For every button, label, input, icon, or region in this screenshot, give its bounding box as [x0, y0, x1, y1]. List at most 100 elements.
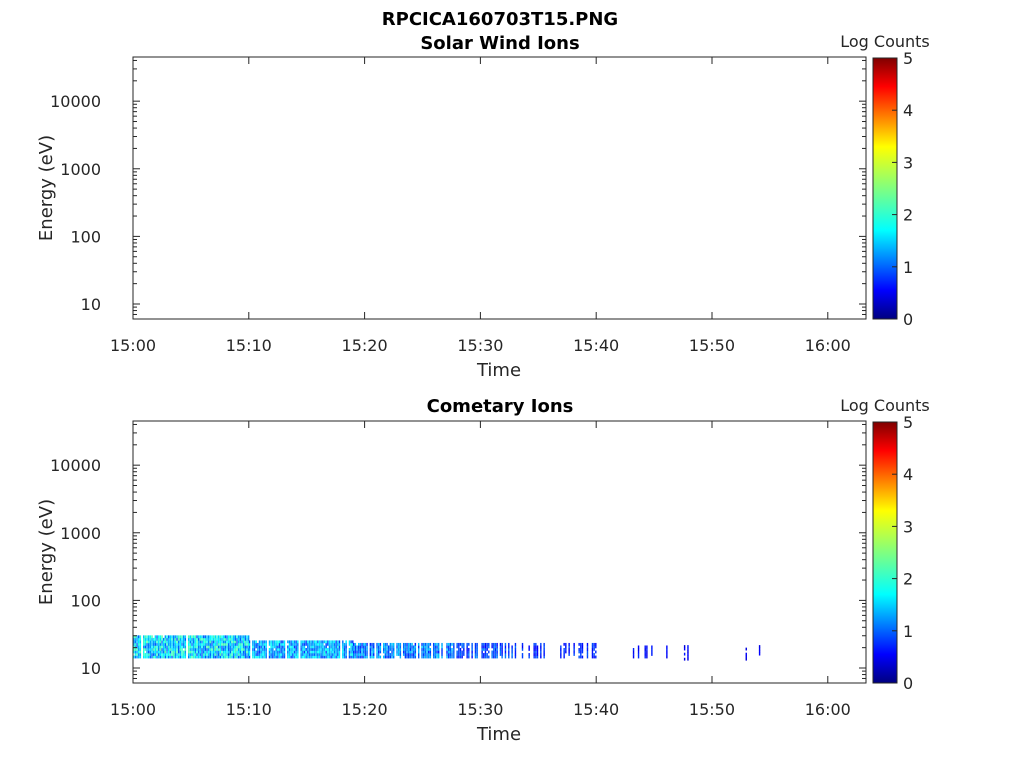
spectrogram-cell	[378, 642, 380, 646]
spectrogram-cell	[159, 648, 162, 651]
spectrogram-cell	[427, 645, 430, 649]
spectrogram-cell	[402, 648, 405, 651]
spectrogram-cell	[508, 650, 510, 654]
spectrogram-cell	[313, 645, 316, 649]
spectrogram-cell	[342, 640, 344, 644]
spectrogram-cell	[429, 653, 432, 656]
spectrogram-cell	[224, 655, 227, 659]
spectrogram-cell	[172, 642, 175, 646]
spectrogram-cell	[239, 650, 242, 654]
spectrogram-cell	[184, 648, 187, 651]
spectrogram-cell	[451, 648, 453, 651]
spectrogram-cell	[436, 645, 438, 649]
spectrogram-cell	[322, 640, 324, 644]
spectrogram-cell	[317, 655, 319, 659]
spectrogram-cell	[278, 648, 281, 651]
spectrogram-cell	[363, 648, 365, 651]
spectrogram-area	[133, 635, 761, 661]
spectrogram-cell	[136, 645, 138, 649]
spectrogram-cell	[300, 645, 302, 649]
spectrogram-cell	[159, 653, 162, 656]
spectrogram-cell	[237, 650, 240, 654]
spectrogram-cell	[369, 648, 372, 651]
spectrogram-cell	[466, 655, 468, 659]
spectrogram-cell	[283, 642, 286, 646]
spectrogram-cell	[152, 650, 155, 654]
spectrogram-cell	[187, 653, 190, 656]
spectrogram-cell	[373, 655, 375, 659]
spectrogram-cell	[303, 653, 306, 656]
spectrogram-cell	[384, 650, 387, 654]
spectrogram-cell	[303, 655, 306, 659]
spectrogram-cell	[580, 655, 582, 659]
spectrogram-cell	[273, 645, 276, 649]
x-tick-label: 16:00	[805, 700, 851, 719]
spectrogram-cell	[303, 645, 306, 649]
spectrogram-cell	[389, 642, 392, 646]
spectrogram-cell	[481, 650, 483, 654]
x-tick-label: 15:00	[110, 336, 156, 355]
spectrogram-cell	[399, 645, 402, 649]
spectrogram-cell	[265, 645, 267, 649]
spectrogram-cell	[224, 650, 227, 654]
spectrogram-cell	[166, 637, 168, 641]
spectrogram-cell	[177, 635, 180, 639]
spectrogram-cell	[287, 640, 289, 644]
spectrogram-cell	[404, 653, 407, 656]
spectrogram-cell	[241, 635, 243, 639]
spectrogram-cell	[134, 637, 137, 641]
spectrogram-cell	[202, 655, 205, 659]
spectrogram-cell	[371, 648, 373, 651]
spectrogram-cell	[581, 645, 584, 649]
spectrogram-cell	[449, 650, 452, 654]
colorbar-tick-label: 2	[903, 206, 913, 225]
spectrogram-cell	[144, 637, 147, 641]
spectrogram-cell	[437, 648, 440, 651]
spectrogram-cell	[359, 648, 362, 651]
spectrogram-cell	[327, 653, 329, 656]
spectrogram-cell	[171, 653, 173, 656]
spectrogram-cell	[383, 650, 385, 654]
spectrogram-cell	[683, 652, 686, 656]
spectrogram-cell	[207, 650, 210, 654]
spectrogram-cell	[426, 642, 428, 646]
spectrogram-cell	[568, 645, 570, 649]
spectrogram-cell	[343, 655, 346, 659]
spectrogram-cell	[407, 655, 410, 659]
spectrogram-cell	[176, 635, 178, 639]
spectrogram-cell	[227, 650, 230, 654]
spectrogram-cell	[288, 648, 291, 651]
spectrogram-cell	[536, 655, 539, 659]
spectrogram-cell	[436, 648, 438, 651]
spectrogram-cell	[313, 640, 316, 644]
colorbar-tick-label: 0	[903, 310, 913, 329]
spectrogram-cell	[494, 653, 497, 656]
spectrogram-cell	[144, 635, 147, 639]
spectrogram-cell	[182, 642, 185, 646]
spectrogram-cell	[199, 650, 202, 654]
spectrogram-cell	[219, 645, 222, 649]
spectrogram-cell	[305, 642, 307, 646]
spectrogram-cell	[646, 653, 648, 656]
spectrogram-cell	[278, 642, 281, 646]
spectrogram-cell	[322, 648, 324, 651]
spectrogram-cell	[221, 655, 223, 659]
spectrogram-cell	[417, 655, 420, 659]
spectrogram-cell	[229, 645, 232, 649]
spectrogram-cell	[481, 645, 483, 649]
spectrogram-cell	[268, 653, 271, 656]
spectrogram-cell	[436, 642, 438, 646]
spectrogram-cell	[501, 645, 503, 649]
spectrogram-cell	[458, 648, 460, 651]
spectrogram-cell	[407, 653, 410, 656]
spectrogram-cell	[456, 645, 458, 649]
spectrogram-cell	[637, 650, 640, 654]
spectrogram-cell	[263, 653, 266, 656]
spectrogram-cell	[486, 655, 488, 659]
spectrogram-cell	[745, 655, 747, 659]
spectrogram-cell	[573, 648, 575, 651]
spectrogram-cell	[426, 650, 428, 654]
spectrogram-cell	[164, 650, 167, 654]
spectrogram-cell	[177, 655, 180, 659]
spectrogram-cell	[359, 645, 362, 649]
